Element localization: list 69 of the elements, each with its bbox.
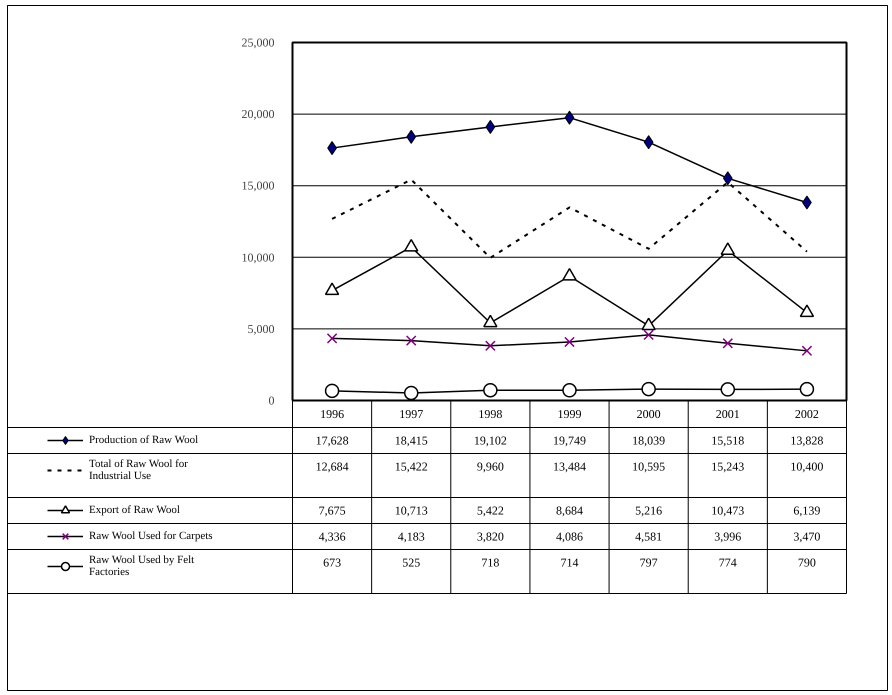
data-label: 4,086 bbox=[556, 530, 583, 544]
data-label: 4,183 bbox=[398, 530, 425, 544]
data-label: 790 bbox=[798, 556, 816, 570]
data-label: 10,713 bbox=[394, 504, 428, 518]
data-label: 9,960 bbox=[476, 460, 504, 474]
data-label: 13,828 bbox=[790, 434, 824, 448]
data-label: 13,484 bbox=[553, 460, 586, 474]
data-label: 3,820 bbox=[476, 530, 504, 544]
data-label: 5,422 bbox=[476, 504, 504, 518]
y-tick-label: 20,000 bbox=[242, 107, 274, 122]
data-label: 6,139 bbox=[793, 504, 820, 518]
y-tick-label: 25,000 bbox=[242, 36, 274, 50]
y-tick-label: 15,000 bbox=[242, 178, 274, 193]
data-label: 4,336 bbox=[318, 530, 346, 544]
data-label: 774 bbox=[718, 556, 737, 570]
point bbox=[802, 345, 812, 356]
x-tick-label: 2001 bbox=[716, 407, 740, 421]
data-label: 19,102 bbox=[474, 434, 507, 448]
data-label: 15,518 bbox=[711, 434, 744, 448]
data-label: 3,470 bbox=[793, 530, 820, 544]
legend-label: Production of Raw Wool bbox=[89, 433, 198, 448]
data-label: 797 bbox=[640, 556, 658, 570]
legend-label: Total of Raw Wool for Industrial Use bbox=[89, 457, 188, 484]
x-tick-label: 2000 bbox=[636, 407, 661, 421]
point bbox=[404, 386, 418, 400]
x-tick-label: 2002 bbox=[794, 407, 819, 421]
data-label: 10,595 bbox=[632, 460, 666, 474]
point bbox=[641, 382, 656, 396]
data-label: 12,684 bbox=[316, 460, 349, 474]
legend-label: Raw Wool Used by Felt Factories bbox=[89, 553, 194, 580]
point bbox=[485, 340, 496, 352]
legend-label: Export of Raw Wool bbox=[89, 503, 180, 518]
data-label: 5,216 bbox=[635, 504, 662, 518]
point bbox=[326, 333, 338, 344]
point bbox=[483, 382, 498, 398]
x-tick-label: 1998 bbox=[478, 407, 502, 421]
point bbox=[800, 382, 814, 396]
data-label: 10,400 bbox=[790, 460, 824, 474]
point bbox=[562, 383, 577, 398]
y-tick-label: 5,000 bbox=[248, 322, 274, 336]
data-label: 525 bbox=[402, 556, 420, 570]
point bbox=[643, 330, 654, 340]
y-tick-label: 10,000 bbox=[242, 250, 274, 264]
data-label: 3,996 bbox=[714, 530, 742, 544]
point bbox=[722, 171, 733, 186]
x-tick-label: 1999 bbox=[558, 407, 582, 421]
point bbox=[406, 335, 417, 346]
data-label: 18,415 bbox=[394, 434, 428, 448]
data-label: 15,243 bbox=[711, 460, 744, 474]
data-label: 4,581 bbox=[635, 530, 662, 544]
data-label: 718 bbox=[481, 556, 500, 570]
point bbox=[564, 336, 575, 348]
x-tick-label: 1996 bbox=[320, 407, 344, 421]
data-label: 8,684 bbox=[556, 504, 583, 518]
data-label: 18,039 bbox=[632, 434, 666, 448]
data-label: 10,473 bbox=[711, 504, 744, 518]
point bbox=[406, 130, 416, 144]
data-label: 19,749 bbox=[553, 434, 586, 448]
data-label: 714 bbox=[560, 556, 578, 570]
x-tick-label: 1997 bbox=[399, 407, 424, 421]
legend-label: Raw Wool Used for Carpets bbox=[89, 529, 213, 544]
data-label: 7,675 bbox=[318, 504, 346, 518]
point bbox=[722, 338, 734, 349]
point bbox=[324, 384, 340, 398]
data-label: 15,422 bbox=[394, 460, 428, 474]
data-label: 17,628 bbox=[316, 434, 349, 448]
point bbox=[720, 382, 736, 397]
data-label: 673 bbox=[323, 556, 342, 570]
y-tick-label: 0 bbox=[268, 394, 274, 408]
